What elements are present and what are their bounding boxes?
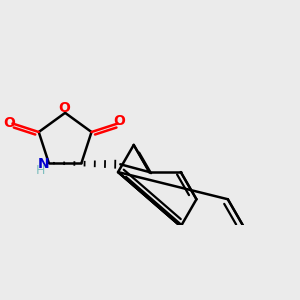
Text: O: O bbox=[114, 114, 126, 128]
Text: O: O bbox=[3, 116, 15, 130]
Text: H: H bbox=[35, 164, 45, 177]
Text: N: N bbox=[38, 157, 50, 171]
Text: O: O bbox=[58, 101, 70, 116]
